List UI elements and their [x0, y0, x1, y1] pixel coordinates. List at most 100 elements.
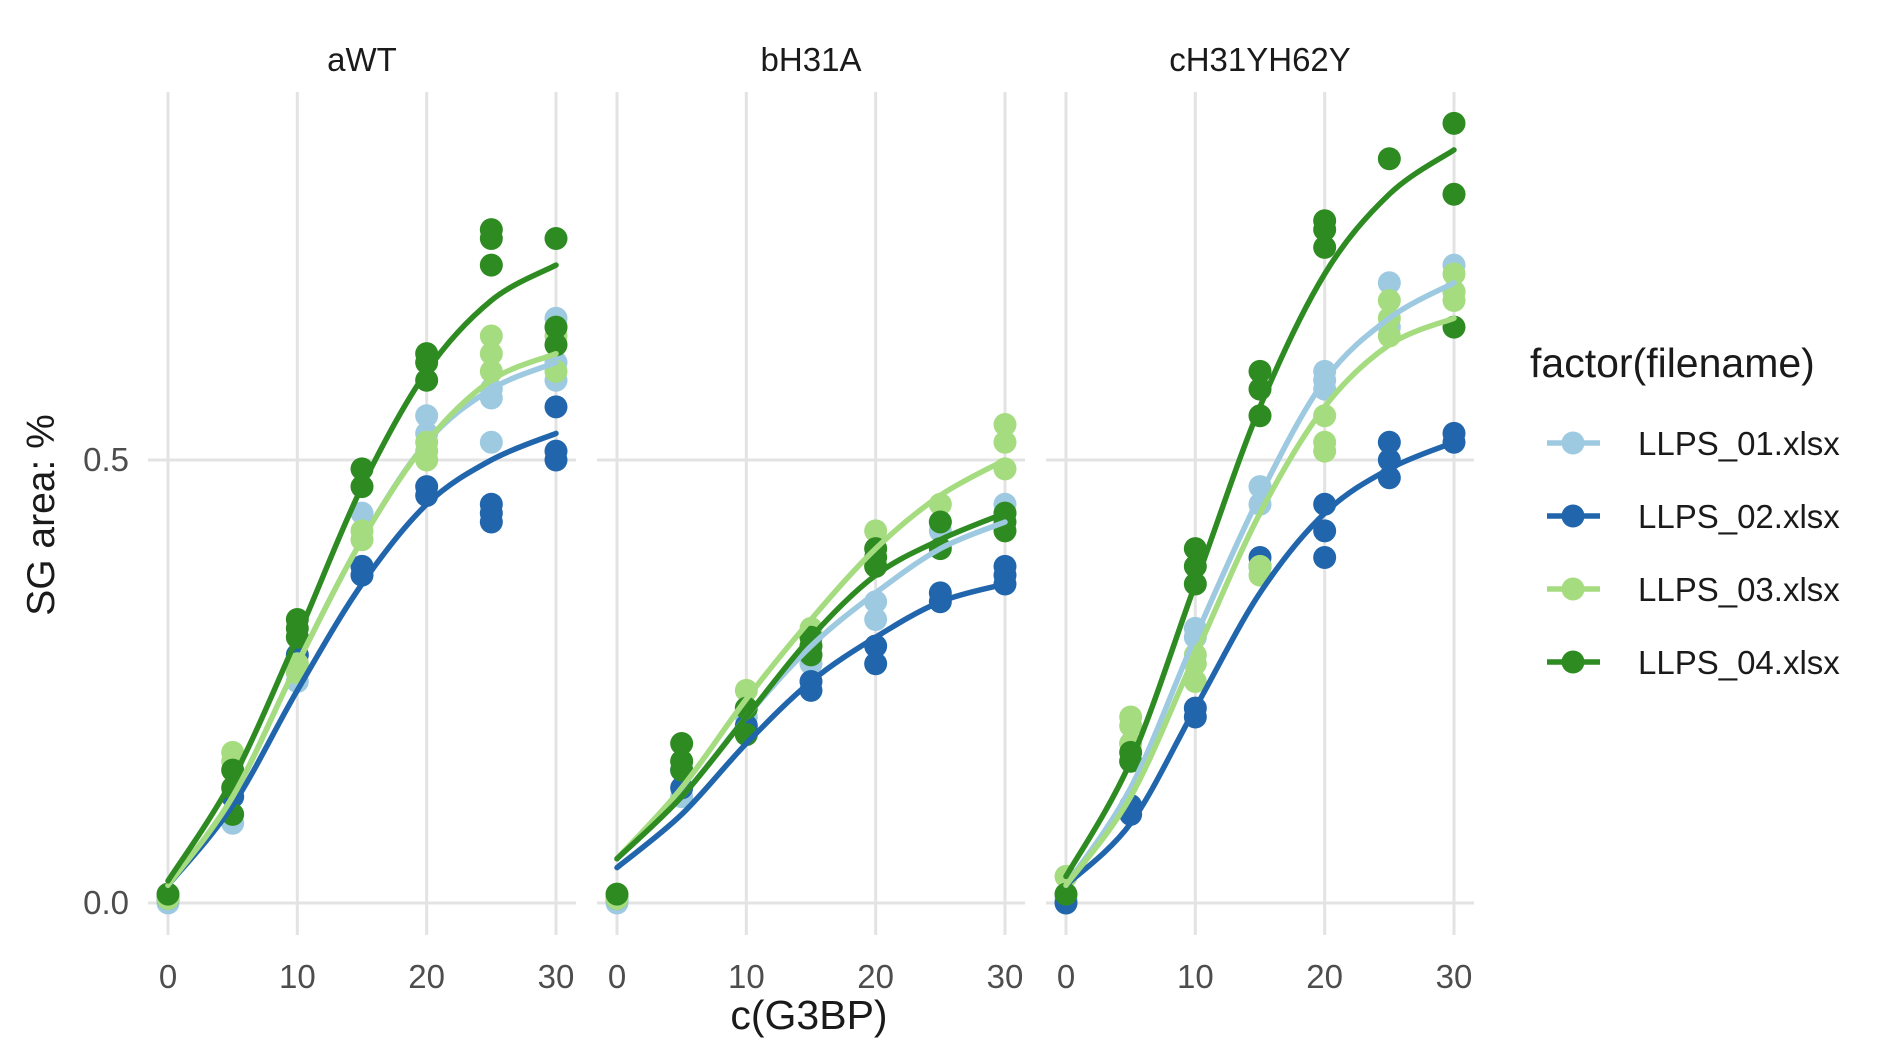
- legend-item: LLPS_04.xlsx: [1547, 644, 1840, 681]
- data-point: [479, 218, 503, 242]
- data-point: [479, 492, 503, 516]
- x-tick-label: 10: [1177, 958, 1214, 995]
- legend-key-point: [1561, 504, 1585, 528]
- series-points-1: [605, 492, 1017, 915]
- data-point: [928, 510, 952, 534]
- data-point: [1183, 670, 1207, 693]
- data-point: [415, 475, 439, 499]
- series-points-2: [605, 554, 1017, 911]
- data-point: [1054, 882, 1078, 906]
- legend: factor(filename) LLPS_01.xlsx LLPS_02.xls…: [1530, 340, 1840, 681]
- y-axis-title: SG area: %: [20, 414, 63, 616]
- fit-curve-3: [614, 457, 1008, 862]
- data-point: [864, 519, 888, 543]
- data-point: [544, 439, 568, 463]
- facet-panel-1: aWT 0 10 20 30 0.0 0.5: [83, 41, 576, 995]
- legend-item: LLPS_02.xlsx: [1547, 498, 1840, 535]
- data-point: [1442, 182, 1466, 206]
- data-point: [479, 342, 503, 366]
- fit-curve-1: [1063, 280, 1457, 889]
- x-tick-label: 0: [159, 958, 177, 995]
- x-tick-label: 20: [1306, 958, 1343, 995]
- fit-curve-3: [165, 350, 559, 889]
- legend-title: factor(filename): [1530, 340, 1815, 386]
- legend-items: LLPS_01.xlsx LLPS_02.xlsx LLPS_03.xlsx LLPS…: [1547, 425, 1840, 681]
- legend-label: LLPS_02.xlsx: [1638, 498, 1840, 535]
- fit-curve-2: [614, 581, 1008, 871]
- x-tick-label: 30: [987, 958, 1024, 995]
- x-tick-label: 0: [1057, 958, 1075, 995]
- data-point: [1183, 537, 1207, 561]
- data-point: [544, 227, 568, 250]
- data-point: [1313, 545, 1337, 569]
- facet-panel-3: cH31YH62Y 0 10 20 30: [1046, 41, 1474, 995]
- fit-curve-4: [165, 262, 559, 884]
- data-point: [993, 430, 1017, 454]
- fit-curve-4: [1063, 147, 1457, 880]
- legend-key-point: [1561, 577, 1585, 601]
- data-point: [864, 652, 888, 676]
- data-point: [156, 882, 180, 906]
- legend-key-point: [1561, 431, 1585, 455]
- fit-curve-4: [614, 510, 1008, 862]
- series-points-4: [156, 218, 568, 906]
- legend-label: LLPS_01.xlsx: [1638, 425, 1840, 462]
- fit-curve-2: [165, 430, 559, 889]
- legend-item: LLPS_01.xlsx: [1547, 425, 1840, 462]
- data-point: [1313, 235, 1337, 259]
- data-point: [544, 333, 568, 357]
- data-point: [864, 607, 888, 631]
- x-tick-label: 30: [538, 958, 575, 995]
- series-points-4: [1054, 111, 1466, 906]
- x-tick-label: 20: [408, 958, 445, 995]
- x-tick-label: 0: [608, 958, 626, 995]
- data-point: [670, 732, 694, 756]
- data-point: [415, 404, 439, 428]
- data-point: [1248, 554, 1272, 578]
- data-point: [605, 882, 629, 906]
- data-point: [479, 324, 503, 348]
- data-point: [670, 749, 694, 773]
- facet-panel-2: bH31A 0 10 20 30: [597, 41, 1025, 995]
- data-point: [1248, 359, 1272, 383]
- legend-label: LLPS_03.xlsx: [1638, 571, 1840, 608]
- x-axis-title: c(G3BP): [730, 992, 887, 1038]
- data-point: [1313, 430, 1337, 454]
- data-point: [1442, 421, 1466, 445]
- data-point: [1313, 519, 1337, 543]
- data-point: [221, 740, 245, 764]
- data-point: [1377, 430, 1401, 454]
- data-point: [479, 430, 503, 454]
- series-points-4: [605, 501, 1017, 906]
- legend-item: LLPS_03.xlsx: [1547, 571, 1840, 608]
- data-point: [1442, 111, 1466, 135]
- data-point: [544, 315, 568, 339]
- y-tick-label: 0.0: [83, 884, 129, 921]
- facet-title: aWT: [327, 41, 397, 78]
- facet-title: cH31YH62Y: [1169, 41, 1351, 78]
- data-point: [1377, 289, 1401, 313]
- y-tick-label: 0.5: [83, 441, 129, 478]
- legend-label: LLPS_04.xlsx: [1638, 644, 1840, 681]
- panels-layer: aWT 0 10 20 30 0.0 0.5 bH31A 0 10 20 30 cH31YH62Y 0 10…: [83, 41, 1474, 995]
- data-point: [415, 368, 439, 392]
- data-point: [1119, 705, 1143, 729]
- data-point: [479, 253, 503, 277]
- x-tick-label: 10: [279, 958, 316, 995]
- data-point: [350, 501, 374, 525]
- facet-title: bH31A: [761, 41, 862, 78]
- fit-curve-3: [1063, 315, 1457, 889]
- data-point: [993, 413, 1017, 437]
- fit-curve-2: [1063, 439, 1457, 889]
- legend-key-point: [1561, 650, 1585, 674]
- data-point: [1377, 147, 1401, 171]
- x-tick-label: 30: [1436, 958, 1473, 995]
- data-point: [544, 395, 568, 419]
- data-point: [1442, 262, 1466, 286]
- data-point: [1313, 209, 1337, 233]
- x-tick-label: 20: [857, 958, 894, 995]
- data-point: [993, 554, 1017, 578]
- x-tick-label: 10: [728, 958, 765, 995]
- data-point: [1377, 271, 1401, 295]
